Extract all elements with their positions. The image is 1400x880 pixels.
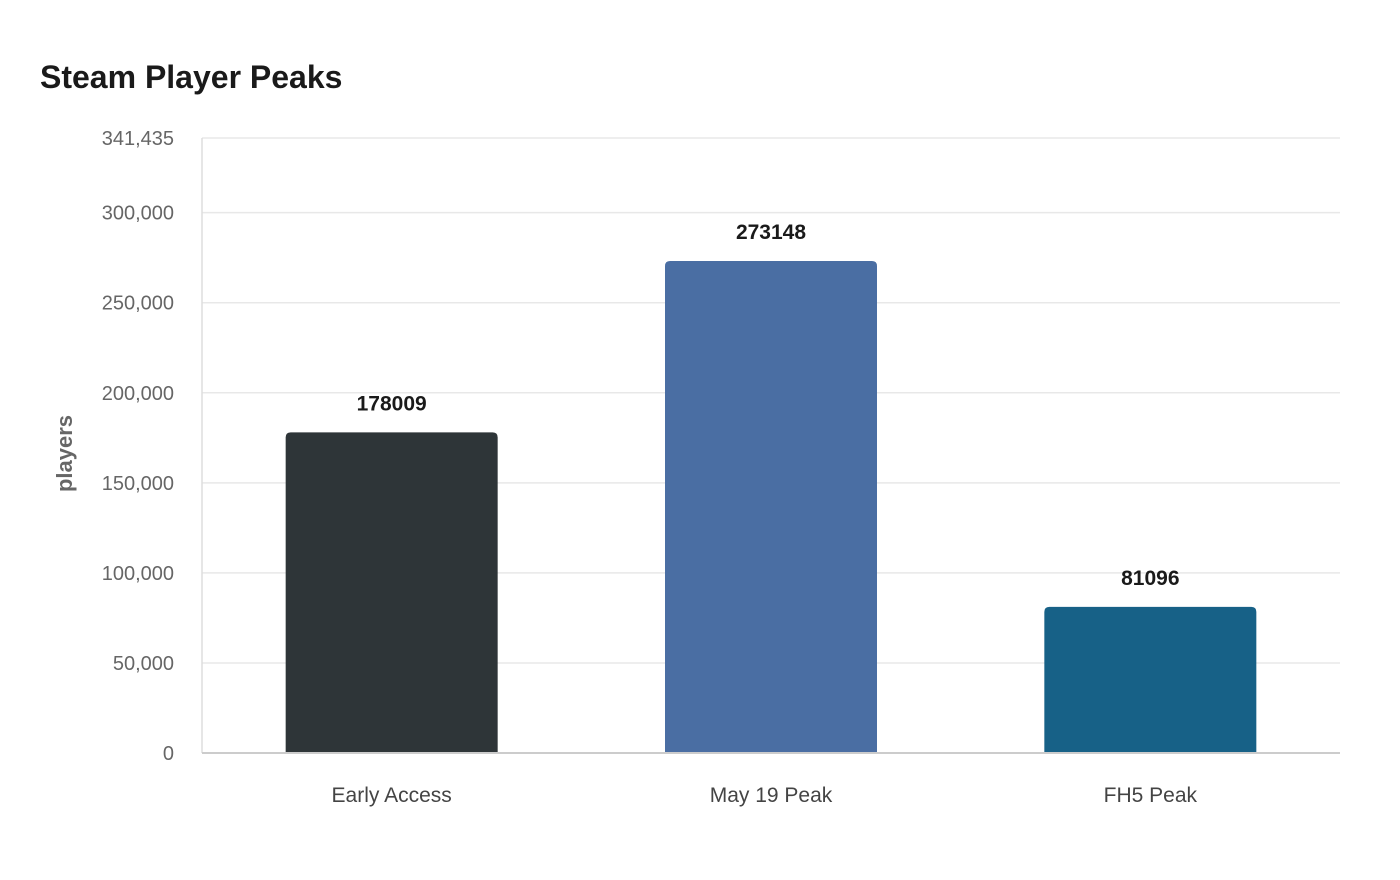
y-tick-label: 341,435 xyxy=(102,128,174,150)
bar xyxy=(665,261,877,753)
x-axis-labels: Early Access May 19 Peak FH5 Peak xyxy=(332,784,1198,807)
x-tick-label: May 19 Peak xyxy=(710,784,833,807)
y-axis-title: players xyxy=(52,415,77,492)
bar xyxy=(285,432,498,753)
chart-title: Steam Player Peaks xyxy=(40,59,343,95)
bars xyxy=(285,261,1257,753)
value-labels: 178009 273148 81096 xyxy=(357,221,1180,590)
y-tick-label: 0 xyxy=(163,743,174,765)
x-tick-label: FH5 Peak xyxy=(1104,784,1198,807)
bar-value-label: 178009 xyxy=(357,392,427,415)
bar-value-label: 81096 xyxy=(1121,567,1179,590)
y-tick-label: 50,000 xyxy=(113,653,174,675)
y-tick-label: 250,000 xyxy=(102,293,174,315)
y-tick-label: 200,000 xyxy=(102,383,174,405)
x-tick-label: Early Access xyxy=(332,784,452,807)
y-tick-label: 300,000 xyxy=(102,203,174,225)
y-tick-label: 150,000 xyxy=(102,473,174,495)
y-axis-ticks: 0 50,000 100,000 150,000 200,000 250,000 300,0… xyxy=(102,128,174,765)
bar xyxy=(1044,606,1257,753)
bar-value-label: 273148 xyxy=(736,221,806,244)
y-tick-label: 100,000 xyxy=(102,563,174,585)
